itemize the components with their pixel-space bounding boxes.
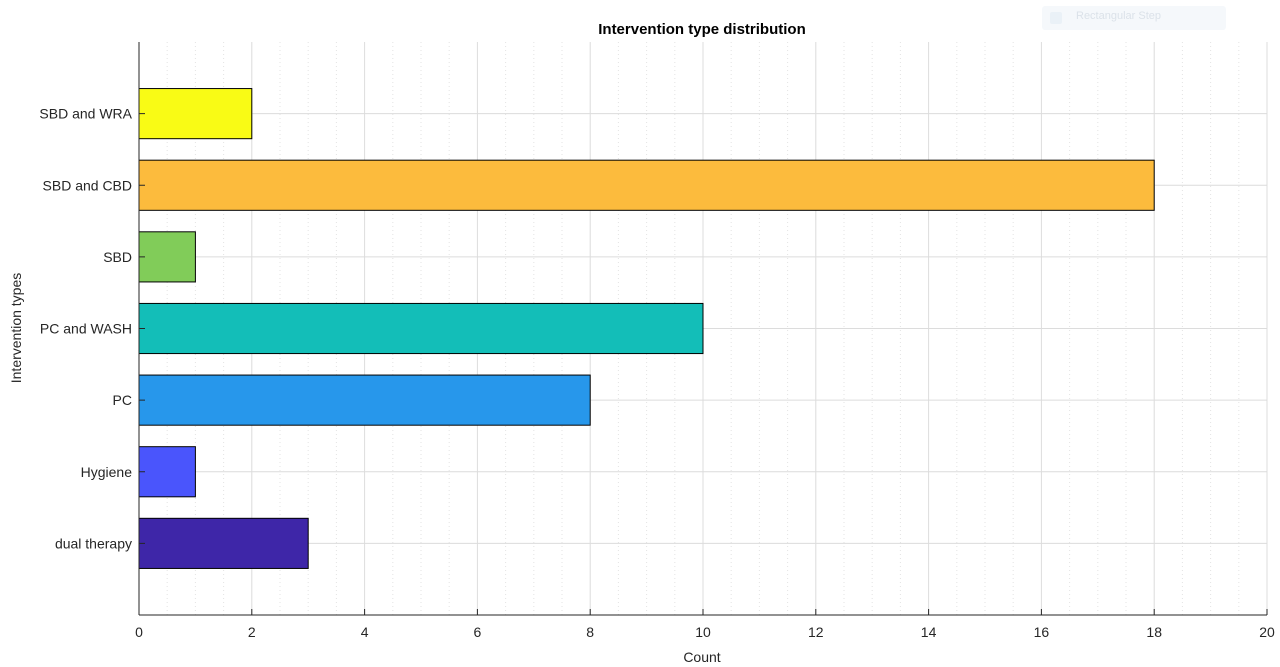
y-tick-label: PC and WASH bbox=[40, 321, 132, 337]
y-tick-label: dual therapy bbox=[55, 535, 132, 551]
x-tick-label: 8 bbox=[586, 624, 594, 640]
axes bbox=[138, 42, 1268, 616]
chart-title: Intervention type distribution bbox=[598, 21, 806, 38]
y-tick-label: PC bbox=[113, 392, 132, 408]
x-tick-label: 16 bbox=[1034, 624, 1050, 640]
bars bbox=[138, 88, 1155, 569]
bar-pc bbox=[138, 374, 591, 426]
bar-sbd-and-wra bbox=[138, 88, 253, 140]
x-tick-label: 6 bbox=[474, 624, 482, 640]
bar-pc-and-wash bbox=[138, 302, 704, 355]
x-axis-label: Count bbox=[683, 649, 720, 665]
y-tick-label: SBD and CBD bbox=[43, 177, 132, 193]
y-tick-label: SBD bbox=[103, 249, 132, 265]
x-tick-label: 20 bbox=[1259, 624, 1275, 640]
x-tick-label: 0 bbox=[135, 624, 143, 640]
bar-sbd-and-cbd bbox=[138, 159, 1155, 211]
y-axis-label: Intervention types bbox=[8, 273, 24, 384]
x-tick-labels: 0 2 4 6 8 10 12 14 16 18 20 bbox=[135, 624, 1275, 640]
x-tick-label: 10 bbox=[695, 624, 711, 640]
y-tick-label: Hygiene bbox=[81, 464, 133, 480]
x-tick-label: 14 bbox=[921, 624, 937, 640]
toolbar-rectangular-step[interactable]: Rectangular Step bbox=[1042, 6, 1226, 30]
bar-dual-therapy bbox=[138, 517, 309, 569]
toolbar-label: Rectangular Step bbox=[1076, 10, 1161, 22]
bar-sbd bbox=[138, 231, 196, 283]
bar-hygiene bbox=[138, 446, 196, 498]
x-tick-label: 2 bbox=[248, 624, 256, 640]
y-tick-labels: dual therapy Hygiene PC PC and WASH SBD SBD a… bbox=[39, 106, 132, 552]
x-tick-label: 18 bbox=[1146, 624, 1162, 640]
y-tick-label: SBD and WRA bbox=[39, 106, 132, 122]
x-tick-label: 4 bbox=[361, 624, 369, 640]
x-tick-label: 12 bbox=[808, 624, 824, 640]
rectangle-icon bbox=[1050, 12, 1062, 24]
